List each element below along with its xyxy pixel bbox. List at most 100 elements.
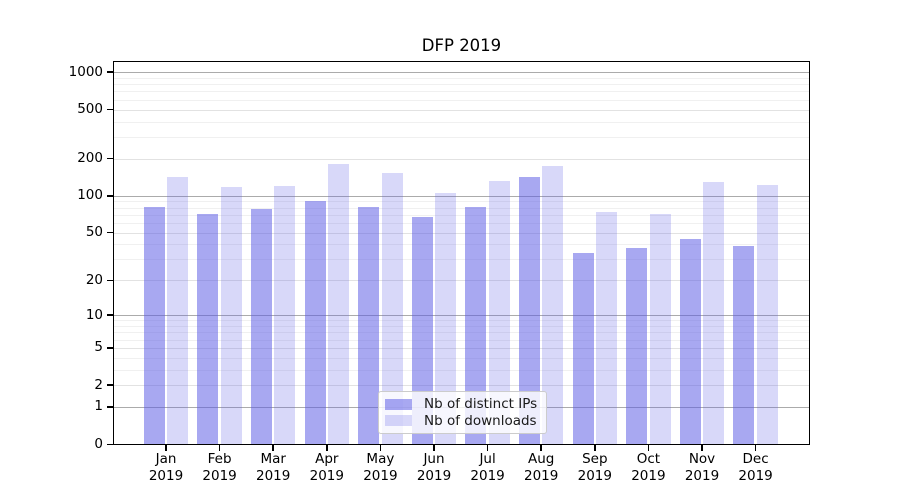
bar-distinct-ips-jun [411, 217, 433, 445]
y-tick-label-10: 10 [85, 306, 103, 323]
bar-downloads-apr [328, 164, 349, 445]
bar-distinct-ips-feb [197, 213, 219, 445]
gridline-60 [113, 222, 810, 224]
gridline-10 [113, 315, 810, 317]
gridline-1000 [113, 72, 810, 74]
x-tick-apr [326, 444, 328, 451]
y-tick-label-2: 2 [94, 376, 103, 393]
bar-distinct-ips-oct [626, 248, 648, 445]
gridline-6 [113, 339, 810, 341]
x-tick-label-may: May 2019 [363, 451, 398, 484]
gridline-800 [113, 84, 810, 86]
bar-downloads-mar [274, 186, 296, 445]
y-tick-10 [107, 314, 113, 316]
gridline-40 [113, 244, 810, 246]
gridline-500 [113, 109, 810, 111]
bar-distinct-ips-apr [304, 201, 326, 445]
gridline-700 [113, 91, 810, 93]
gridline-30 [113, 259, 810, 261]
y-tick-200 [107, 157, 113, 160]
bar-distinct-ips-jan [143, 206, 165, 445]
x-tick-mar [272, 444, 274, 451]
gridline-4 [113, 357, 810, 359]
y-tick-1000 [107, 71, 113, 73]
y-tick-50 [107, 231, 113, 234]
legend-item-distinct-ips: Nb of distinct IPs [385, 396, 538, 413]
bar-distinct-ips-may [358, 206, 380, 445]
y-tick-label-1: 1 [94, 398, 103, 415]
plot-area [113, 61, 810, 445]
gridline-50 [113, 232, 810, 234]
x-tick-label-mar: Mar 2019 [256, 451, 291, 484]
gridline-9 [113, 320, 810, 322]
gridline-70 [113, 214, 810, 216]
legend-swatch-downloads [385, 415, 412, 427]
gridline-2 [113, 385, 810, 387]
bar-distinct-ips-dec [733, 245, 755, 445]
x-tick-sep [594, 444, 596, 451]
legend-label-distinct-ips: Nb of distinct IPs [424, 396, 538, 413]
x-tick-jul [486, 444, 489, 451]
bar-downloads-oct [649, 213, 671, 445]
x-tick-label-oct: Oct 2019 [631, 451, 666, 484]
x-tick-label-dec: Dec 2019 [738, 451, 773, 484]
gridline-300 [113, 136, 810, 138]
legend-label-downloads: Nb of downloads [424, 412, 537, 429]
x-tick-label-feb: Feb 2019 [202, 451, 237, 484]
y-tick-2 [107, 384, 113, 386]
x-tick-may [379, 444, 382, 451]
x-tick-dec [754, 444, 757, 451]
gridline-80 [113, 207, 810, 209]
y-tick-1 [107, 406, 113, 408]
bar-downloads-sep [596, 211, 617, 445]
gridline-7 [113, 332, 810, 334]
y-tick-label-0: 0 [94, 435, 103, 452]
x-tick-label-jul: Jul 2019 [470, 451, 505, 484]
y-tick-label-1000: 1000 [68, 63, 103, 80]
bar-downloads-nov [703, 182, 725, 445]
bar-downloads-dec [756, 184, 778, 445]
gridline-900 [113, 77, 810, 79]
x-tick-label-apr: Apr 2019 [309, 451, 344, 484]
x-tick-label-aug: Aug 2019 [524, 451, 559, 484]
y-tick-0 [107, 443, 113, 446]
x-tick-nov [701, 444, 703, 451]
y-tick-label-100: 100 [77, 187, 103, 204]
bar-downloads-jul [488, 180, 510, 445]
x-tick-label-jan: Jan 2019 [148, 451, 184, 484]
bar-distinct-ips-mar [251, 208, 272, 445]
x-tick-label-nov: Nov 2019 [684, 451, 720, 484]
bar-downloads-jan [167, 177, 189, 445]
gridline-100 [113, 195, 810, 197]
legend-item-downloads: Nb of downloads [385, 413, 538, 430]
bar-distinct-ips-aug [519, 176, 540, 445]
bar-downloads-may [381, 172, 403, 445]
x-tick-feb [218, 444, 221, 451]
gridline-400 [113, 121, 810, 123]
bar-downloads-jun [435, 192, 457, 445]
gridline-8 [113, 325, 810, 327]
y-tick-label-500: 500 [77, 101, 103, 118]
gridline-5 [113, 347, 810, 349]
legend: Nb of distinct IPs Nb of downloads [378, 391, 547, 434]
bar-downloads-aug [542, 166, 564, 445]
y-tick-100 [107, 195, 113, 197]
legend-swatch-distinct-ips [385, 398, 412, 410]
x-tick-jan [165, 444, 167, 451]
x-tick-label-sep: Sep 2019 [577, 451, 612, 484]
bar-downloads-feb [220, 186, 242, 445]
y-tick-label-5: 5 [94, 339, 103, 356]
bar-distinct-ips-nov [679, 239, 701, 445]
bar-distinct-ips-jul [465, 206, 487, 445]
y-tick-label-20: 20 [85, 271, 103, 288]
gridline-20 [113, 280, 810, 282]
x-tick-label-jun: Jun 2019 [416, 451, 452, 484]
gridline-90 [113, 201, 810, 203]
x-tick-oct [647, 444, 650, 451]
gridline-3 [113, 369, 810, 371]
y-tick-label-50: 50 [85, 224, 103, 241]
gridline-200 [113, 158, 810, 160]
y-tick-500 [107, 108, 113, 111]
bar-distinct-ips-sep [572, 252, 594, 445]
